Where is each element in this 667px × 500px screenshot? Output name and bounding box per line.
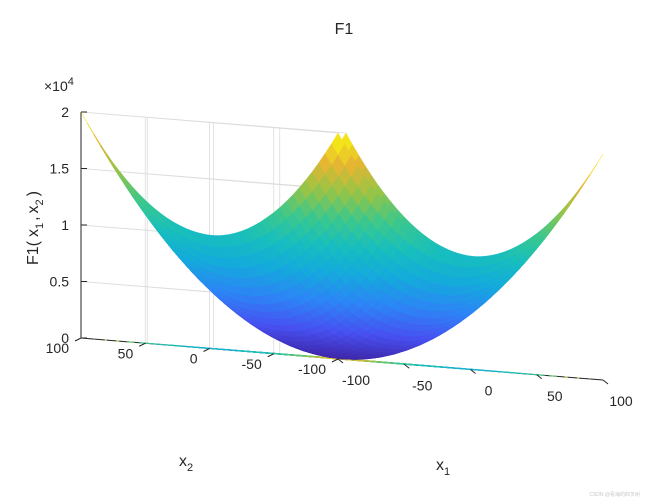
x-axis-label: x1 bbox=[436, 457, 450, 478]
y-tick-label: 0 bbox=[190, 351, 198, 367]
watermark: CSDN @看海的四叉树 bbox=[589, 491, 640, 498]
surface-patch bbox=[563, 192, 577, 212]
y-tick-label: -100 bbox=[298, 361, 326, 377]
chart-title: F1 bbox=[335, 21, 354, 38]
z-tick-label: 0 bbox=[61, 330, 69, 346]
surface-mesh bbox=[80, 111, 604, 360]
y-tick-mark bbox=[331, 358, 339, 363]
z-tick-label: 2 bbox=[61, 104, 69, 120]
surface-patch bbox=[125, 180, 140, 201]
x-tick-label: 50 bbox=[547, 388, 563, 404]
x-tick-label: -100 bbox=[342, 372, 370, 388]
grid-line-z bbox=[80, 111, 347, 134]
y-axis-label: x2 bbox=[179, 453, 193, 474]
z-tick-label: 1.5 bbox=[50, 161, 70, 177]
z-exponent-label: ×104 bbox=[44, 76, 74, 94]
z-axis-label: F1(x1,x2) bbox=[25, 191, 46, 265]
x-tick-label: 100 bbox=[609, 393, 633, 409]
z-tick-label: 0.5 bbox=[50, 274, 70, 290]
y-tick-mark bbox=[74, 337, 82, 342]
surface-patch bbox=[119, 172, 133, 193]
x-tick-label: -50 bbox=[412, 377, 432, 393]
x-tick-mark bbox=[337, 358, 344, 364]
y-tick-mark bbox=[139, 342, 146, 347]
x-tick-mark bbox=[536, 374, 543, 380]
surface-patch bbox=[556, 200, 571, 220]
x-tick-mark bbox=[470, 369, 476, 374]
x-tick-label: 0 bbox=[485, 383, 493, 399]
y-tick-mark bbox=[267, 353, 274, 358]
y-tick-mark bbox=[203, 348, 210, 352]
x-tick-mark bbox=[403, 363, 410, 369]
y-tick-label: 50 bbox=[118, 345, 134, 361]
y-tick-label: 100 bbox=[46, 340, 70, 356]
x-tick-mark bbox=[602, 379, 609, 385]
y-tick-label: -50 bbox=[242, 356, 262, 372]
surface-patch bbox=[589, 153, 604, 176]
z-tick-label: 1 bbox=[61, 217, 69, 233]
